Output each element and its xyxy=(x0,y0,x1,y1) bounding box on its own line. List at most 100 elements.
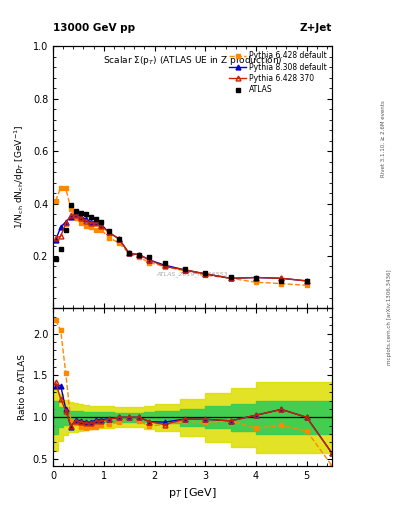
Pythia 6.428 default xyxy=(279,281,284,287)
ATLAS xyxy=(137,251,141,258)
ATLAS xyxy=(304,278,309,284)
ATLAS xyxy=(147,254,152,261)
Pythia 6.428 default xyxy=(94,227,99,233)
Pythia 6.428 370 xyxy=(107,229,111,236)
ATLAS xyxy=(162,260,167,266)
Text: mcplots.cern.ch [arXiv:1306.3436]: mcplots.cern.ch [arXiv:1306.3436] xyxy=(387,270,391,365)
Pythia 6.428 370 xyxy=(58,233,63,240)
Pythia 6.428 default xyxy=(63,185,68,191)
Pythia 8.308 default xyxy=(63,219,68,225)
Pythia 6.428 370 xyxy=(89,220,94,226)
Pythia 8.308 default xyxy=(137,251,141,258)
Pythia 6.428 370 xyxy=(68,212,73,219)
Pythia 6.428 370 xyxy=(73,212,78,219)
Pythia 6.428 default xyxy=(127,250,132,257)
ATLAS xyxy=(203,270,208,276)
Pythia 8.308 default xyxy=(68,214,73,220)
Line: Pythia 8.308 default: Pythia 8.308 default xyxy=(53,211,309,283)
Pythia 6.428 370 xyxy=(127,250,132,257)
Pythia 8.308 default xyxy=(304,278,309,284)
ATLAS xyxy=(127,250,132,257)
Pythia 6.428 default xyxy=(73,215,78,221)
Text: 13000 GeV pp: 13000 GeV pp xyxy=(53,23,135,33)
Pythia 8.308 default xyxy=(94,219,99,225)
Pythia 8.308 default xyxy=(253,274,258,281)
Pythia 6.428 370 xyxy=(304,278,309,284)
Pythia 6.428 370 xyxy=(203,271,208,277)
Text: ATLAS_2019_I1736553: ATLAS_2019_I1736553 xyxy=(157,271,228,277)
ATLAS xyxy=(89,214,94,220)
ATLAS xyxy=(228,274,233,280)
Y-axis label: 1/N$_{\rm ch}$ dN$_{\rm ch}$/dp$_T$ [GeV$^{-1}$]: 1/N$_{\rm ch}$ dN$_{\rm ch}$/dp$_T$ [GeV… xyxy=(13,125,27,229)
Pythia 6.428 default xyxy=(147,260,152,266)
ATLAS xyxy=(84,211,88,217)
Pythia 6.428 default xyxy=(117,240,121,246)
Pythia 8.308 default xyxy=(183,267,187,273)
ATLAS xyxy=(73,208,78,215)
Text: Rivet 3.1.10, ≥ 2.6M events: Rivet 3.1.10, ≥ 2.6M events xyxy=(381,100,386,177)
Pythia 6.428 default xyxy=(68,206,73,212)
Pythia 6.428 370 xyxy=(94,220,99,226)
Pythia 6.428 default xyxy=(79,220,83,226)
ATLAS xyxy=(63,227,68,233)
Pythia 6.428 default xyxy=(107,234,111,241)
Text: Z+Jet: Z+Jet xyxy=(300,23,332,33)
Pythia 8.308 default xyxy=(117,236,121,242)
Pythia 6.428 370 xyxy=(99,223,104,229)
Pythia 6.428 default xyxy=(304,282,309,288)
Pythia 8.308 default xyxy=(107,229,111,236)
Pythia 6.428 370 xyxy=(84,218,88,224)
Pythia 6.428 default xyxy=(99,227,104,233)
Pythia 8.308 default xyxy=(79,214,83,220)
Pythia 8.308 default xyxy=(58,224,63,230)
Pythia 6.428 default xyxy=(53,198,58,204)
Pythia 8.308 default xyxy=(99,221,104,227)
Pythia 6.428 default xyxy=(58,185,63,191)
Line: Pythia 6.428 default: Pythia 6.428 default xyxy=(53,186,309,287)
X-axis label: p$_T$ [GeV]: p$_T$ [GeV] xyxy=(168,486,217,500)
Pythia 6.428 default xyxy=(203,272,208,278)
ATLAS xyxy=(253,275,258,282)
Pythia 6.428 370 xyxy=(147,257,152,263)
Pythia 8.308 default xyxy=(127,250,132,257)
Pythia 6.428 default xyxy=(137,254,141,261)
Pythia 6.428 default xyxy=(162,263,167,269)
Pythia 6.428 default xyxy=(253,279,258,285)
Pythia 6.428 370 xyxy=(137,251,141,258)
Pythia 6.428 370 xyxy=(162,263,167,269)
ATLAS xyxy=(68,202,73,208)
Pythia 8.308 default xyxy=(162,262,167,268)
Pythia 6.428 default xyxy=(228,275,233,282)
Pythia 6.428 default xyxy=(183,268,187,274)
Legend: Pythia 6.428 default, Pythia 8.308 default, Pythia 6.428 370, ATLAS: Pythia 6.428 default, Pythia 8.308 defau… xyxy=(226,48,330,97)
Pythia 8.308 default xyxy=(53,237,58,243)
Pythia 8.308 default xyxy=(89,219,94,225)
Pythia 6.428 370 xyxy=(63,220,68,226)
Pythia 6.428 default xyxy=(89,224,94,230)
Pythia 8.308 default xyxy=(84,216,88,222)
Text: Scalar $\Sigma$(p$_T$) (ATLAS UE in Z production): Scalar $\Sigma$(p$_T$) (ATLAS UE in Z pr… xyxy=(103,54,283,67)
Y-axis label: Ratio to ATLAS: Ratio to ATLAS xyxy=(18,354,27,420)
ATLAS xyxy=(117,236,121,242)
ATLAS xyxy=(99,219,104,225)
Pythia 6.428 370 xyxy=(253,274,258,281)
Pythia 6.428 370 xyxy=(228,275,233,282)
Pythia 6.428 default xyxy=(84,223,88,229)
Pythia 6.428 370 xyxy=(279,275,284,282)
ATLAS xyxy=(79,209,83,216)
ATLAS xyxy=(279,278,284,284)
ATLAS xyxy=(53,255,58,262)
Pythia 6.428 370 xyxy=(117,236,121,242)
ATLAS xyxy=(58,246,63,252)
Line: Pythia 6.428 370: Pythia 6.428 370 xyxy=(53,213,309,283)
Pythia 8.308 default xyxy=(73,211,78,217)
Pythia 8.308 default xyxy=(228,275,233,282)
Pythia 6.428 370 xyxy=(79,215,83,221)
Pythia 6.428 370 xyxy=(53,234,58,241)
ATLAS xyxy=(94,216,99,222)
Pythia 8.308 default xyxy=(203,271,208,277)
Line: ATLAS: ATLAS xyxy=(53,202,309,283)
Pythia 8.308 default xyxy=(279,275,284,282)
Pythia 6.428 370 xyxy=(183,267,187,273)
Pythia 8.308 default xyxy=(147,257,152,263)
